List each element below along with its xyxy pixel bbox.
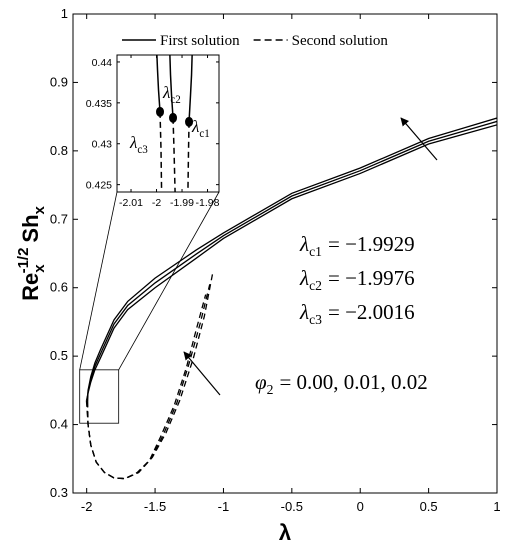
y-tick-label: 1 xyxy=(61,6,68,21)
point-label: λc3 xyxy=(129,133,148,156)
annotation-text: = −1.9976 xyxy=(328,266,415,290)
arrow xyxy=(183,351,221,396)
axes-frame xyxy=(72,13,498,494)
point-label-symbol: λ xyxy=(191,117,199,136)
x-tick-label: 0 xyxy=(357,499,364,514)
point-label: λc1 xyxy=(191,117,210,140)
curve xyxy=(188,55,193,122)
legend-label: First solution xyxy=(160,33,240,49)
y-tick-label: 0.43 xyxy=(92,139,113,151)
zoom-box xyxy=(79,369,120,424)
curve xyxy=(85,124,497,401)
y-label-part: x xyxy=(31,264,48,273)
y-label-part: Re xyxy=(18,273,43,301)
parameter-label: φ2 = 0.00, 0.01, 0.02 xyxy=(255,370,428,397)
curve xyxy=(86,120,497,402)
curve xyxy=(159,111,163,192)
y-tick-label: 0.425 xyxy=(86,180,112,192)
y-tick-label: 0.4 xyxy=(50,417,68,432)
annotation-sub: c3 xyxy=(309,312,322,327)
point-label-sub: c2 xyxy=(170,94,180,106)
annotation: λc3 = −2.0016 xyxy=(299,300,415,327)
y-tick-label: 0.44 xyxy=(92,57,113,69)
annotation-text: = −2.0016 xyxy=(328,300,415,324)
inset-frame xyxy=(116,54,220,193)
annotation-symbol: λ xyxy=(299,300,309,324)
y-label-part: x xyxy=(31,205,48,214)
curve xyxy=(85,294,207,480)
x-tick-label: -2.01 xyxy=(119,197,143,209)
y-tick-label: 0.6 xyxy=(50,280,68,295)
x-tick-label: -2 xyxy=(152,197,161,209)
y-tick-label: 0.5 xyxy=(50,348,68,363)
x-tick-label: -1.5 xyxy=(144,499,166,514)
x-axis-label: λ xyxy=(279,520,291,545)
annotation-sub: c2 xyxy=(309,278,322,293)
parameter-label-text: = 0.00, 0.01, 0.02 xyxy=(279,370,427,394)
y-label-part: Sh xyxy=(18,214,43,242)
legend-label: Second solution xyxy=(292,33,389,49)
point-label: λc2 xyxy=(162,83,181,106)
parameter-label-symbol: φ xyxy=(255,370,267,394)
curve xyxy=(87,117,497,402)
point-label-sub: c3 xyxy=(137,144,148,156)
annotation: λc2 = −1.9976 xyxy=(299,266,415,293)
zoom-connector xyxy=(118,191,220,371)
plot-area xyxy=(117,55,219,192)
y-tick-label: 0.9 xyxy=(50,74,68,89)
y-label-part: -1/2 xyxy=(15,248,32,274)
curve xyxy=(172,117,176,192)
point-label-sub: c1 xyxy=(199,128,209,140)
parameter-label-sub: 2 xyxy=(267,382,274,397)
y-axis-label: Rex-1/2Shx xyxy=(15,205,48,300)
y-tick-label: 0.3 xyxy=(50,485,68,500)
annotation-sub: c1 xyxy=(309,244,322,259)
critical-point xyxy=(169,112,178,123)
annotation-symbol: λ xyxy=(299,232,309,256)
annotation: λc1 = −1.9929 xyxy=(299,232,415,259)
annotation-symbol: λ xyxy=(299,266,309,290)
critical-point xyxy=(156,106,165,117)
annotation-text: = −1.9929 xyxy=(328,232,415,256)
x-tick-label: -1.98 xyxy=(196,197,220,209)
y-tick-label: 0.435 xyxy=(86,98,112,110)
point-label-symbol: λ xyxy=(129,133,137,152)
critical-point xyxy=(185,116,194,127)
x-tick-label: -2 xyxy=(81,499,93,514)
x-tick-label: 1 xyxy=(493,499,500,514)
arrow xyxy=(400,117,438,161)
main-plot: -2 -1.5 -1 -0.5 0 0.5 1 0.3 0.4 0.5 0.6 0.7 0.8 0.9 1 λ… xyxy=(15,6,501,545)
zoom-connector xyxy=(79,191,118,370)
curve xyxy=(169,55,174,118)
x-tick-label: -0.5 xyxy=(281,499,303,514)
y-tick-label: 0.8 xyxy=(50,143,68,158)
inset-plot: -2.01 -2 -1.99 -1.980.4250.430.4350.44λc3λc… xyxy=(79,54,220,424)
point-label-symbol: λ xyxy=(162,83,170,102)
y-tick-label: 0.7 xyxy=(50,211,68,226)
x-tick-label: 0.5 xyxy=(420,499,438,514)
x-tick-label: -1 xyxy=(218,499,230,514)
x-tick-label: -1.99 xyxy=(170,197,194,209)
curve xyxy=(156,55,161,112)
